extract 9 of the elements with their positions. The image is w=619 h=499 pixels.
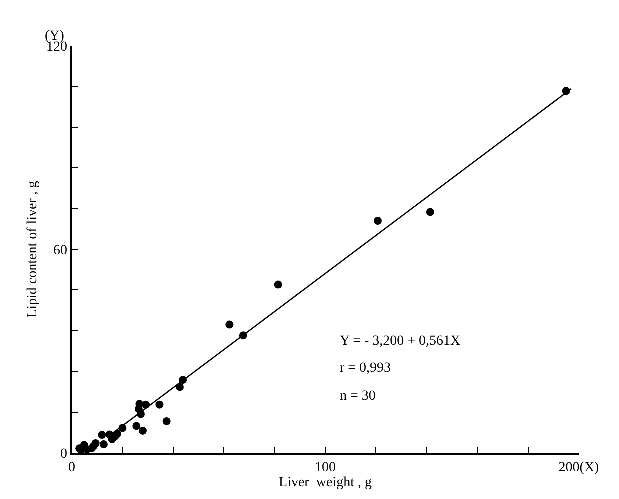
annotation: r = 0,993 [340, 361, 392, 376]
annotation: n = 30 [340, 389, 376, 404]
y-tick-label: 60 [53, 243, 68, 258]
x-tick-label: 100 [315, 460, 336, 476]
y-axis-title: Lipid content of liver , g [26, 181, 41, 318]
x-axis-title: Liver weight , g [279, 476, 372, 491]
annotation: Y = - 3,200 + 0,561X [340, 334, 461, 349]
x-tick-label: 200(X) [558, 460, 600, 476]
y-tick-label: 0 [60, 446, 68, 462]
